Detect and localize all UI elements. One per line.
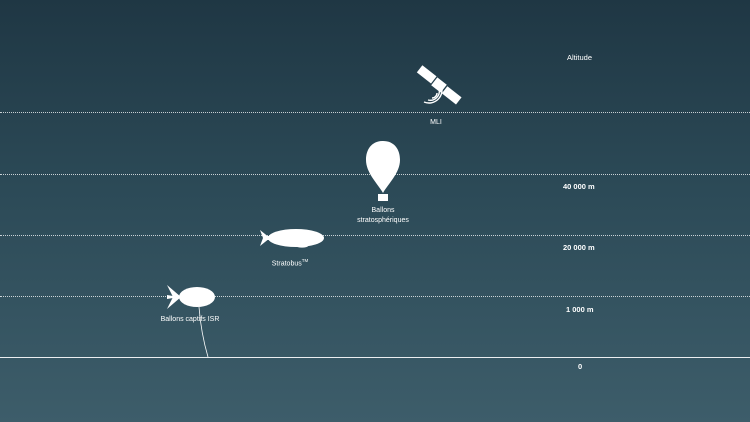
level-line-20000: [0, 235, 750, 236]
satellite-label: MLI: [430, 119, 442, 126]
altitude-label-1000: 1 000 m: [566, 305, 594, 314]
captive-balloon-label: Ballons captifs ISR: [160, 316, 220, 323]
level-line-1000: [0, 296, 750, 297]
stratobus-label-text: Stratobus: [271, 260, 302, 268]
captive-aerostat-icon: [167, 285, 215, 358]
altitude-label-20000: 20 000 m: [563, 243, 595, 252]
stratospheric-balloon-label-line2: stratosphériques: [357, 217, 409, 224]
stratospheric-balloon-icon: [366, 141, 400, 201]
level-line-space: [0, 112, 750, 113]
satellite-icon: [416, 65, 462, 105]
altitude-label-40000: 40 000 m: [563, 182, 595, 191]
altitude-header: Altitude: [567, 53, 593, 62]
stratospheric-balloon-label: Ballons stratosphériques: [343, 206, 423, 226]
stratobus-label: StratobusTM: [268, 256, 312, 269]
airship-icon: [260, 229, 324, 248]
ground-line: [0, 357, 750, 358]
altitude-label-0: 0: [578, 362, 583, 371]
stratospheric-balloon-label-line1: Ballons: [371, 207, 395, 214]
stratobus-trademark: TM: [301, 258, 309, 263]
